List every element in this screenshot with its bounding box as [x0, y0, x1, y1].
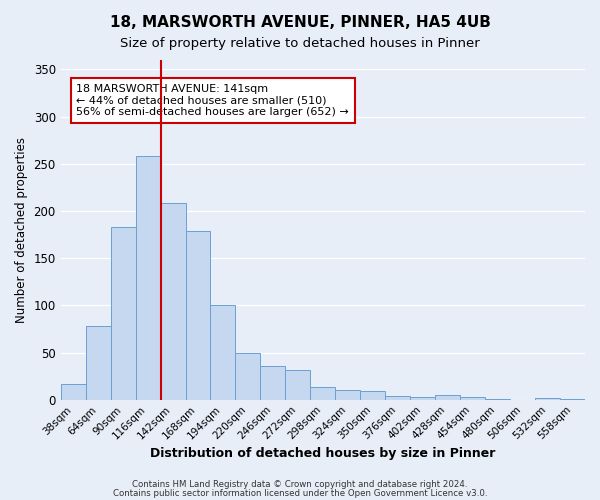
Text: 18 MARSWORTH AVENUE: 141sqm
← 44% of detached houses are smaller (510)
56% of se: 18 MARSWORTH AVENUE: 141sqm ← 44% of det…	[76, 84, 349, 117]
Bar	[485, 399, 510, 400]
Bar	[110, 227, 136, 400]
Bar	[260, 366, 286, 400]
Bar	[161, 204, 185, 400]
Text: Size of property relative to detached houses in Pinner: Size of property relative to detached ho…	[120, 38, 480, 51]
Text: Contains HM Land Registry data © Crown copyright and database right 2024.: Contains HM Land Registry data © Crown c…	[132, 480, 468, 489]
Bar	[310, 388, 335, 400]
Text: 18, MARSWORTH AVENUE, PINNER, HA5 4UB: 18, MARSWORTH AVENUE, PINNER, HA5 4UB	[110, 15, 490, 30]
Bar	[360, 391, 385, 400]
Bar	[235, 352, 260, 400]
Bar	[435, 395, 460, 400]
Bar	[185, 231, 211, 400]
Bar	[286, 370, 310, 400]
Bar	[460, 397, 485, 400]
Text: Contains public sector information licensed under the Open Government Licence v3: Contains public sector information licen…	[113, 488, 487, 498]
Bar	[385, 396, 410, 400]
Bar	[211, 306, 235, 400]
Bar	[535, 398, 560, 400]
Bar	[410, 397, 435, 400]
Y-axis label: Number of detached properties: Number of detached properties	[15, 137, 28, 323]
Bar	[335, 390, 360, 400]
Bar	[136, 156, 161, 400]
Bar	[560, 399, 585, 400]
Bar	[86, 326, 110, 400]
Bar	[61, 384, 86, 400]
X-axis label: Distribution of detached houses by size in Pinner: Distribution of detached houses by size …	[150, 447, 496, 460]
